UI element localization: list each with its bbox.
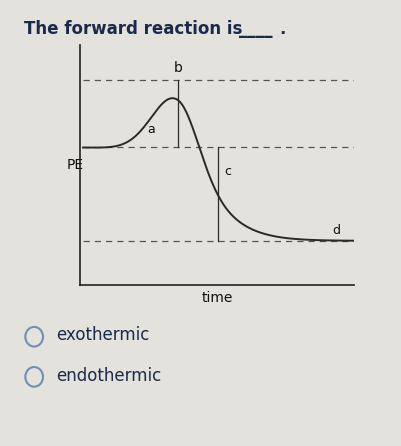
Text: The forward reaction is: The forward reaction is <box>24 20 248 38</box>
Text: b: b <box>173 61 182 74</box>
Text: c: c <box>223 165 230 178</box>
Text: d: d <box>331 224 339 237</box>
Text: .: . <box>279 20 285 38</box>
Text: exothermic: exothermic <box>56 326 149 344</box>
Text: endothermic: endothermic <box>56 367 161 384</box>
Y-axis label: PE: PE <box>66 158 83 172</box>
Text: ____: ____ <box>239 20 272 38</box>
X-axis label: time: time <box>201 291 232 305</box>
Text: a: a <box>146 123 154 136</box>
